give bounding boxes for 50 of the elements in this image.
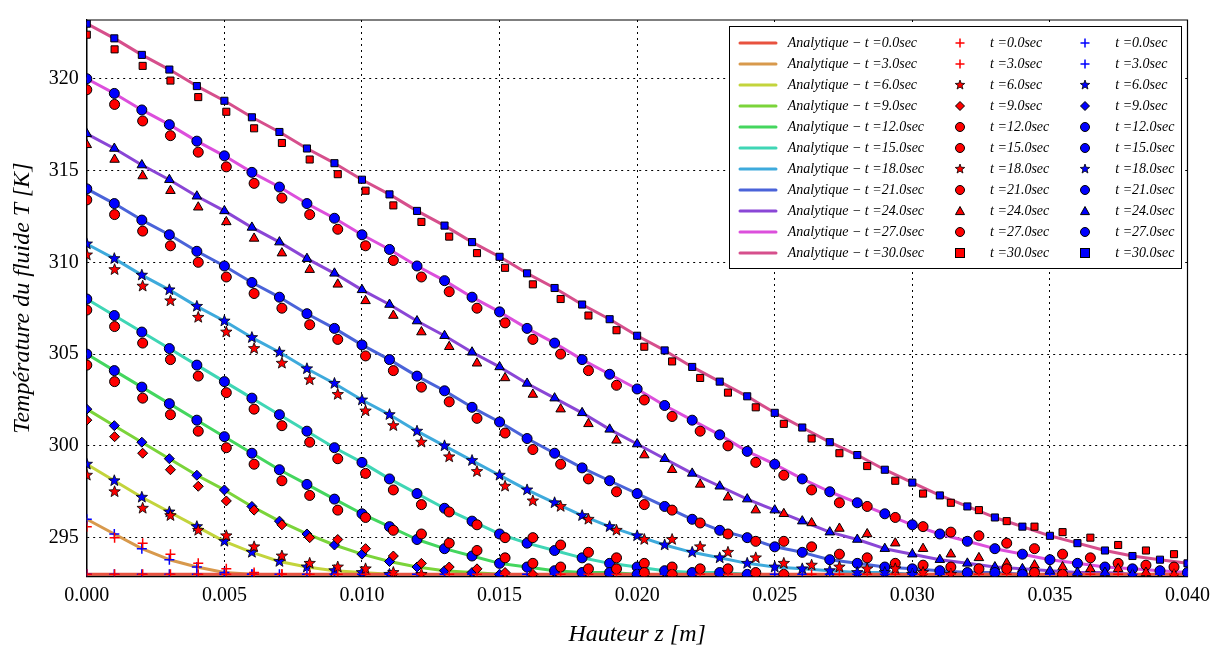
legend-label: Analytique − t =24.0sec [787,202,925,220]
legend-label: Analytique − t =0.0sec [787,34,918,52]
legend-label: t =21.0sec [990,181,1050,199]
legend-label: t =12.0sec [990,118,1050,136]
legend-label: t =3.0sec [990,55,1043,73]
legend-label: t =27.0sec [1115,223,1175,241]
legend-label: t =24.0sec [1115,202,1175,220]
legend-label: Analytique − t =15.0sec [787,139,925,157]
x-tick-label: 0.005 [201,583,247,606]
x-tick-label: 0.035 [1027,583,1073,606]
x-tick-label: 0.040 [1165,583,1210,606]
x-tick-label: 0.010 [339,583,385,606]
legend-label: t =6.0sec [990,76,1043,94]
legend-label: Analytique − t =21.0sec [787,181,925,199]
legend-label: Analytique − t =12.0sec [787,118,925,136]
x-tick-label: 0.000 [64,583,110,606]
x-tick-label: 0.020 [614,583,660,606]
legend-label: t =15.0sec [1115,139,1175,157]
y-tick-label: 295 [48,524,79,547]
legend-label: Analytique − t =30.0sec [787,244,925,262]
x-axis-title: Hauteur z [m] [567,619,706,646]
y-tick-label: 315 [48,157,79,180]
legend-label: t =21.0sec [1115,181,1175,199]
legend-label: Analytique − t =3.0sec [787,55,918,73]
legend-label: t =9.0sec [990,97,1043,115]
x-tick-label: 0.030 [889,583,935,606]
legend-label: t =27.0sec [990,223,1050,241]
legend-label: t =0.0sec [1115,34,1168,52]
legend-label: t =18.0sec [1115,160,1175,178]
legend-label: t =3.0sec [1115,55,1168,73]
y-tick-label: 305 [48,341,79,364]
legend-label: Analytique − t =6.0sec [787,76,918,94]
legend-label: t =30.0sec [1115,244,1175,262]
y-tick-label: 300 [48,433,79,456]
legend-label: t =15.0sec [990,139,1050,157]
y-tick-label: 310 [48,249,79,272]
legend-label: t =18.0sec [990,160,1050,178]
legend-label: Analytique − t =9.0sec [787,97,918,115]
x-tick-label: 0.015 [477,583,523,606]
legend-label: t =9.0sec [1115,97,1168,115]
legend-label: t =6.0sec [1115,76,1168,94]
legend-label: t =12.0sec [1115,118,1175,136]
legend-label: Analytique − t =27.0sec [787,223,925,241]
x-tick-label: 0.025 [752,583,798,606]
y-tick-label: 320 [48,65,79,88]
y-axis-title: Température du fluide T [K] [7,162,34,434]
legend-label: t =0.0sec [990,34,1043,52]
legend-label: t =24.0sec [990,202,1050,220]
legend-label: t =30.0sec [990,244,1050,262]
legend-label: Analytique − t =18.0sec [787,160,925,178]
